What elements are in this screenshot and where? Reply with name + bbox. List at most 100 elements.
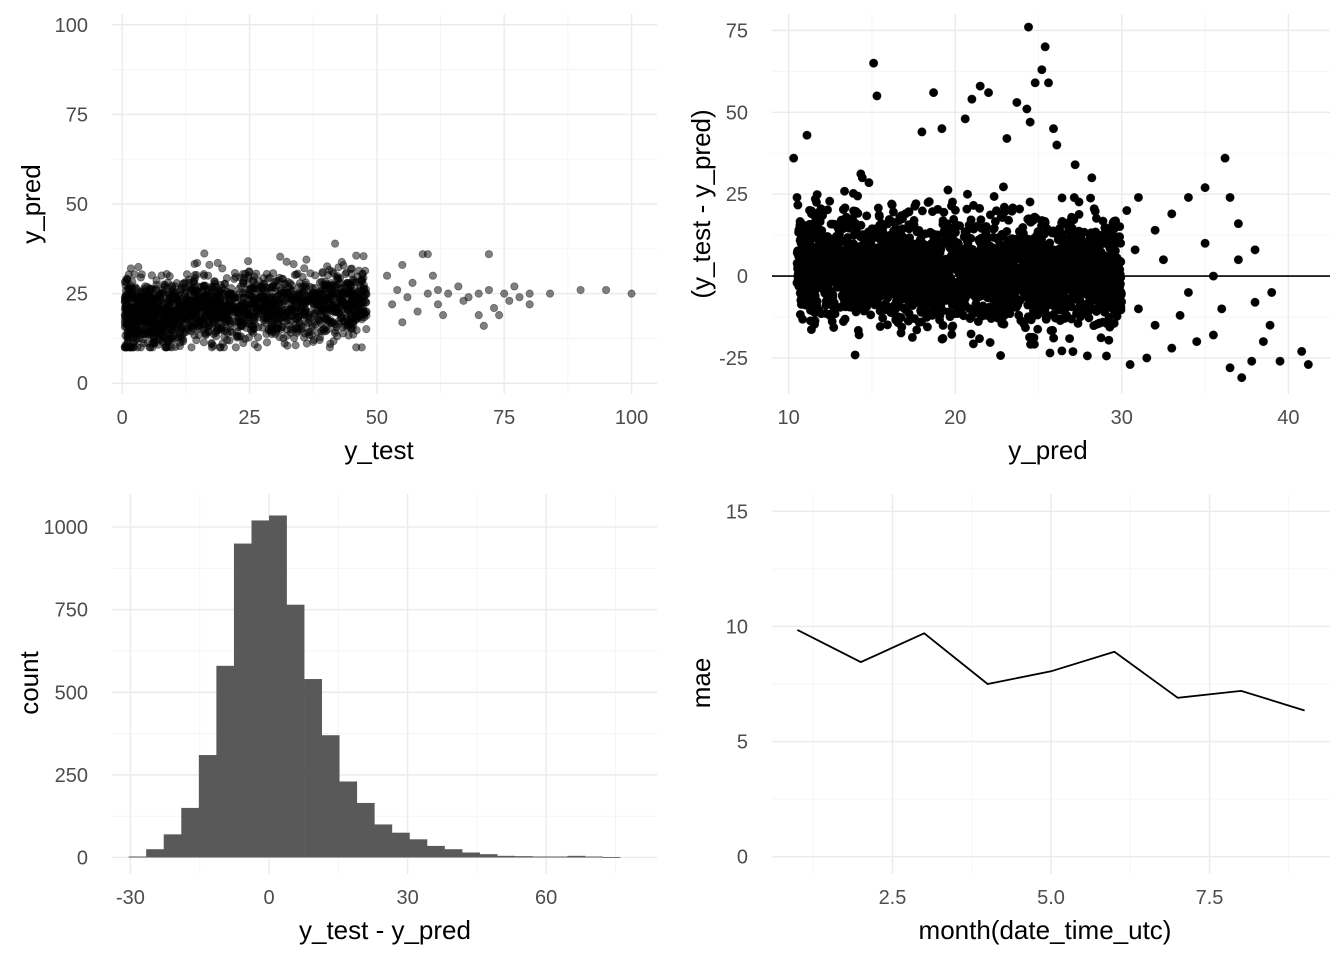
scatter-point bbox=[851, 294, 861, 304]
scatter-point bbox=[234, 284, 244, 293]
scatter-point bbox=[170, 317, 179, 326]
scatter-point bbox=[931, 230, 941, 240]
scatter-points bbox=[772, 22, 1330, 383]
scatter-point bbox=[821, 308, 831, 318]
scatter-point bbox=[929, 88, 939, 98]
histogram-bar bbox=[514, 856, 533, 858]
scatter-point bbox=[971, 264, 981, 274]
scatter-point bbox=[923, 251, 933, 261]
scatter-point bbox=[1133, 192, 1143, 202]
scatter-point bbox=[323, 294, 333, 303]
histogram-bar bbox=[462, 852, 480, 858]
scatter-point bbox=[1125, 360, 1135, 370]
scatter-point bbox=[862, 243, 872, 253]
scatter-point bbox=[1075, 304, 1085, 314]
scatter-point bbox=[1044, 78, 1054, 88]
scatter-point bbox=[806, 325, 816, 335]
scatter-point bbox=[1200, 183, 1210, 193]
scatter-point bbox=[1010, 292, 1020, 302]
scatter-point bbox=[238, 322, 247, 331]
scatter-point bbox=[1057, 193, 1067, 203]
scatter-point bbox=[872, 91, 882, 101]
scatter-point bbox=[1225, 192, 1235, 202]
scatter-point bbox=[315, 278, 325, 287]
scatter-point bbox=[311, 271, 320, 280]
scatter-point bbox=[985, 210, 995, 220]
scatter-point bbox=[433, 285, 443, 295]
scatter-point bbox=[1001, 287, 1011, 297]
scatter-point bbox=[854, 330, 864, 340]
scatter-point bbox=[1104, 335, 1114, 345]
y-tick-label: 25 bbox=[66, 284, 88, 306]
scatter-point bbox=[408, 278, 417, 287]
scatter-point bbox=[831, 244, 841, 254]
scatter-point bbox=[904, 224, 914, 234]
scatter-point bbox=[916, 259, 926, 269]
scatter-point bbox=[1099, 283, 1109, 293]
histogram-bar bbox=[479, 854, 498, 858]
scatter-point bbox=[359, 285, 368, 295]
scatter-point bbox=[917, 303, 927, 313]
x-tick-label: 0 bbox=[263, 887, 274, 909]
scatter-point bbox=[796, 262, 806, 272]
scatter-point bbox=[398, 260, 407, 270]
scatter-point bbox=[911, 289, 921, 299]
scatter-point bbox=[1074, 209, 1084, 219]
x-tick-label: 40 bbox=[1277, 407, 1299, 429]
scatter-point bbox=[423, 289, 432, 298]
scatter-point bbox=[1047, 256, 1057, 266]
scatter-point bbox=[352, 343, 361, 352]
scatter-point bbox=[199, 338, 208, 347]
scatter-point bbox=[525, 289, 534, 298]
y-tick-label: 100 bbox=[55, 15, 88, 37]
scatter-point bbox=[974, 334, 984, 344]
scatter-point bbox=[880, 243, 890, 253]
scatter-point bbox=[314, 300, 323, 309]
scatter-point bbox=[500, 289, 509, 298]
scatter-point bbox=[207, 282, 216, 292]
x-tick-labels: 0 25 50 75 100 bbox=[117, 407, 649, 429]
scatter-point bbox=[975, 237, 985, 247]
histogram-bar bbox=[497, 855, 516, 858]
scatter-point bbox=[277, 286, 286, 295]
scatter-point bbox=[1028, 311, 1038, 321]
scatter-point bbox=[1009, 249, 1019, 259]
scatter-point bbox=[237, 313, 247, 322]
scatter-point bbox=[1113, 232, 1123, 242]
scatter-point bbox=[1034, 237, 1044, 247]
scatter-point bbox=[169, 288, 179, 297]
scatter-point bbox=[1063, 252, 1073, 262]
scatter-point bbox=[1158, 255, 1168, 265]
scatter-point bbox=[1037, 65, 1047, 75]
scatter-point bbox=[228, 307, 238, 316]
scatter-point bbox=[985, 337, 995, 347]
scatter-point bbox=[1089, 230, 1099, 240]
scatter-point bbox=[1020, 323, 1030, 333]
scatter-point bbox=[345, 286, 355, 295]
scatter-point bbox=[856, 220, 866, 230]
scatter-point bbox=[218, 301, 227, 310]
scatter-point bbox=[989, 191, 999, 201]
scatter-point bbox=[842, 289, 852, 299]
scatter-point bbox=[351, 313, 360, 322]
scatter-point bbox=[1041, 311, 1051, 321]
scatter-points bbox=[120, 239, 636, 352]
scatter-point bbox=[354, 293, 363, 303]
scatter-point bbox=[900, 284, 910, 294]
histogram-bar bbox=[584, 856, 603, 858]
scatter-point bbox=[1074, 197, 1084, 207]
scatter-point bbox=[999, 319, 1009, 329]
scatter-point bbox=[862, 302, 872, 312]
scatter-point bbox=[1117, 297, 1127, 307]
scatter-point bbox=[1133, 304, 1143, 314]
scatter-point bbox=[444, 289, 453, 298]
scatter-point bbox=[171, 324, 181, 334]
scatter-point bbox=[141, 318, 151, 328]
scatter-point bbox=[1014, 310, 1024, 320]
scatter-point bbox=[957, 265, 967, 275]
scatter-point bbox=[207, 310, 216, 320]
scatter-point bbox=[925, 296, 935, 306]
scatter-point bbox=[989, 255, 999, 265]
scatter-point bbox=[855, 232, 865, 242]
scatter-point bbox=[1050, 280, 1060, 290]
